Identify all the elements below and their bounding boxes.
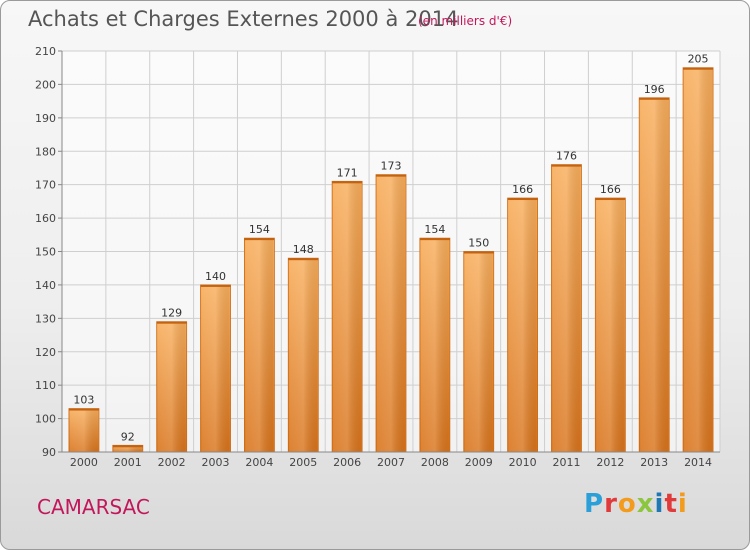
x-tick-label: 2008 — [421, 456, 449, 469]
bar-shine — [596, 199, 625, 452]
data-label: 150 — [468, 237, 489, 250]
y-tick-label: 150 — [35, 246, 56, 259]
y-tick-label: 140 — [35, 279, 56, 292]
logo-letter: o — [617, 489, 637, 519]
bar-shine — [289, 259, 318, 452]
logo-letter: P — [584, 489, 605, 519]
x-tick-label: 2010 — [509, 456, 537, 469]
logo-letter: i — [677, 489, 688, 519]
data-label: 166 — [512, 183, 533, 196]
bar-top — [200, 284, 231, 287]
data-label: 173 — [381, 160, 402, 173]
bar-top — [156, 321, 187, 324]
y-tick-label: 160 — [35, 212, 56, 225]
logo-letter: i — [654, 489, 665, 519]
bar-shine — [333, 182, 362, 452]
bar-shine — [420, 239, 449, 452]
x-tick-label: 2013 — [640, 456, 668, 469]
bar-shine — [508, 199, 537, 452]
bar-shine — [640, 98, 669, 453]
x-tick-label: 2006 — [333, 456, 361, 469]
data-label: 129 — [161, 307, 182, 320]
chart-title: Achats et Charges Externes 2000 à 2014 — [28, 7, 459, 31]
bar-top — [683, 67, 714, 70]
data-label: 205 — [688, 53, 709, 66]
y-tick-label: 90 — [42, 446, 56, 459]
city-name: CAMARSAC — [37, 495, 150, 519]
x-tick-label: 2009 — [465, 456, 493, 469]
x-tick-label: 2001 — [114, 456, 142, 469]
x-tick-label: 2011 — [552, 456, 580, 469]
y-tick-label: 180 — [35, 145, 56, 158]
bar-top — [112, 445, 143, 448]
data-label: 166 — [600, 183, 621, 196]
bar-shine — [245, 239, 274, 452]
bar-top — [639, 97, 670, 100]
y-tick-label: 210 — [35, 45, 56, 58]
x-tick-label: 2014 — [684, 456, 712, 469]
bar-shine — [113, 446, 142, 452]
bar-top — [595, 198, 626, 201]
x-tick-label: 2004 — [245, 456, 273, 469]
logo-letter: r — [604, 489, 618, 519]
bar-shine — [69, 409, 98, 452]
y-tick-label: 100 — [35, 413, 56, 426]
bar-top — [551, 164, 582, 167]
proxiti-logo: Proxiti — [584, 489, 688, 519]
data-label: 154 — [424, 223, 445, 236]
data-label: 92 — [121, 430, 135, 443]
x-tick-label: 2007 — [377, 456, 405, 469]
chart-subtitle: (en milliers d'€) — [418, 14, 513, 28]
bar-shine — [684, 68, 713, 452]
y-tick-label: 200 — [35, 78, 56, 91]
data-label: 196 — [644, 83, 665, 96]
logo-letter: x — [636, 489, 655, 519]
bar-top — [244, 238, 275, 241]
x-tick-label: 2002 — [158, 456, 186, 469]
y-tick-label: 190 — [35, 112, 56, 125]
x-tick-label: 2000 — [70, 456, 98, 469]
bar-top — [419, 238, 450, 241]
bar-top — [376, 174, 406, 177]
y-tick-label: 110 — [35, 379, 56, 392]
bar-shine — [201, 285, 230, 452]
bar-shine — [552, 165, 581, 452]
y-tick-label: 130 — [35, 312, 56, 325]
y-tick-label: 120 — [35, 346, 56, 359]
logo-letter: t — [664, 489, 678, 519]
bar-top — [463, 251, 494, 254]
bar-shine — [157, 322, 186, 452]
x-tick-label: 2005 — [289, 456, 317, 469]
bar-shine — [464, 252, 493, 452]
y-tick-label: 170 — [35, 179, 56, 192]
data-label: 140 — [205, 270, 226, 283]
x-tick-label: 2003 — [202, 456, 230, 469]
data-label: 148 — [293, 243, 314, 256]
data-label: 176 — [556, 150, 577, 163]
bar-top — [68, 408, 99, 411]
data-label: 171 — [337, 166, 358, 179]
bar-shine — [377, 175, 405, 452]
bar-top — [507, 198, 538, 201]
data-label: 154 — [249, 223, 270, 236]
x-tick-label: 2012 — [596, 456, 624, 469]
bar-top — [332, 181, 363, 184]
bar-top — [288, 258, 319, 261]
data-label: 103 — [73, 394, 94, 407]
